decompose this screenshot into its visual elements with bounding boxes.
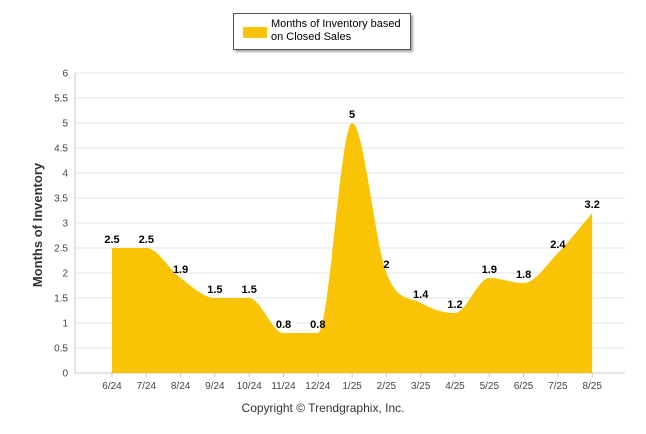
x-tick-label: 8/25 — [582, 381, 602, 392]
data-label: 1.5 — [242, 284, 257, 296]
data-label: 2.5 — [139, 234, 154, 246]
data-label: 3.2 — [585, 199, 600, 211]
data-label: 2.4 — [550, 239, 566, 251]
x-tick-label: 10/24 — [237, 381, 262, 392]
x-tick-label: 3/25 — [411, 381, 431, 392]
legend-swatch — [243, 27, 267, 38]
legend-label: Months of Inventory based on Closed Sale… — [271, 18, 401, 43]
y-tick-label: 5 — [62, 119, 68, 130]
copyright-footer: Copyright © Trendgraphix, Inc. — [241, 401, 405, 415]
data-label: 1.5 — [207, 284, 222, 296]
y-tick-label: 3 — [62, 219, 68, 230]
x-tick-label: 12/24 — [305, 381, 330, 392]
x-tick-label: 7/24 — [137, 381, 157, 392]
x-tick-label: 6/25 — [514, 381, 534, 392]
y-tick-label: 5.5 — [54, 94, 68, 105]
x-tick-label: 9/24 — [205, 381, 225, 392]
y-tick-label: 1.5 — [54, 294, 68, 305]
y-axis-title: Months of Inventory — [30, 162, 45, 287]
data-label: 1.4 — [413, 289, 429, 301]
x-tick-label: 5/25 — [480, 381, 500, 392]
y-tick-label: 0.5 — [54, 344, 68, 355]
x-tick-label: 1/25 — [342, 381, 362, 392]
inventory-area-series — [112, 123, 593, 373]
data-labels: 2.5 2.5 1.9 1.5 1.5 0.8 0.8 5 2 1.4 1.2 1.9 1.8 2.4 3.… — [104, 109, 599, 331]
y-tick-label: 2 — [62, 269, 68, 280]
x-tick-label: 4/25 — [445, 381, 465, 392]
data-label: 1.9 — [482, 264, 497, 276]
y-axis-ticks: 0 0.5 1 1.5 2 2.5 3 3.5 4 4.5 5 5.5 6 — [54, 69, 68, 380]
x-axis-ticks: 6/24 7/24 8/24 9/24 10/24 11/24 12/24 1/25 2/25 3… — [102, 373, 602, 392]
y-tick-label: 6 — [62, 69, 68, 80]
x-tick-label: 6/24 — [102, 381, 122, 392]
y-tick-label: 0 — [62, 369, 68, 380]
data-label: 1.8 — [516, 269, 531, 281]
y-tick-label: 4 — [62, 169, 68, 180]
x-tick-label: 8/24 — [171, 381, 191, 392]
y-tick-label: 3.5 — [54, 194, 68, 205]
y-tick-label: 1 — [62, 319, 68, 330]
y-tick-label: 4.5 — [54, 144, 68, 155]
data-label: 2.5 — [104, 234, 119, 246]
x-tick-label: 11/24 — [271, 381, 296, 392]
legend: Months of Inventory based on Closed Sale… — [233, 13, 411, 50]
y-tick-label: 2.5 — [54, 244, 68, 255]
data-label: 1.9 — [173, 264, 188, 276]
x-tick-label: 7/25 — [548, 381, 568, 392]
data-label: 2 — [383, 259, 389, 271]
data-label: 1.2 — [447, 299, 462, 311]
x-tick-label: 2/25 — [377, 381, 397, 392]
data-label: 0.8 — [276, 319, 291, 331]
data-label: 0.8 — [310, 319, 325, 331]
data-label: 5 — [349, 109, 355, 121]
